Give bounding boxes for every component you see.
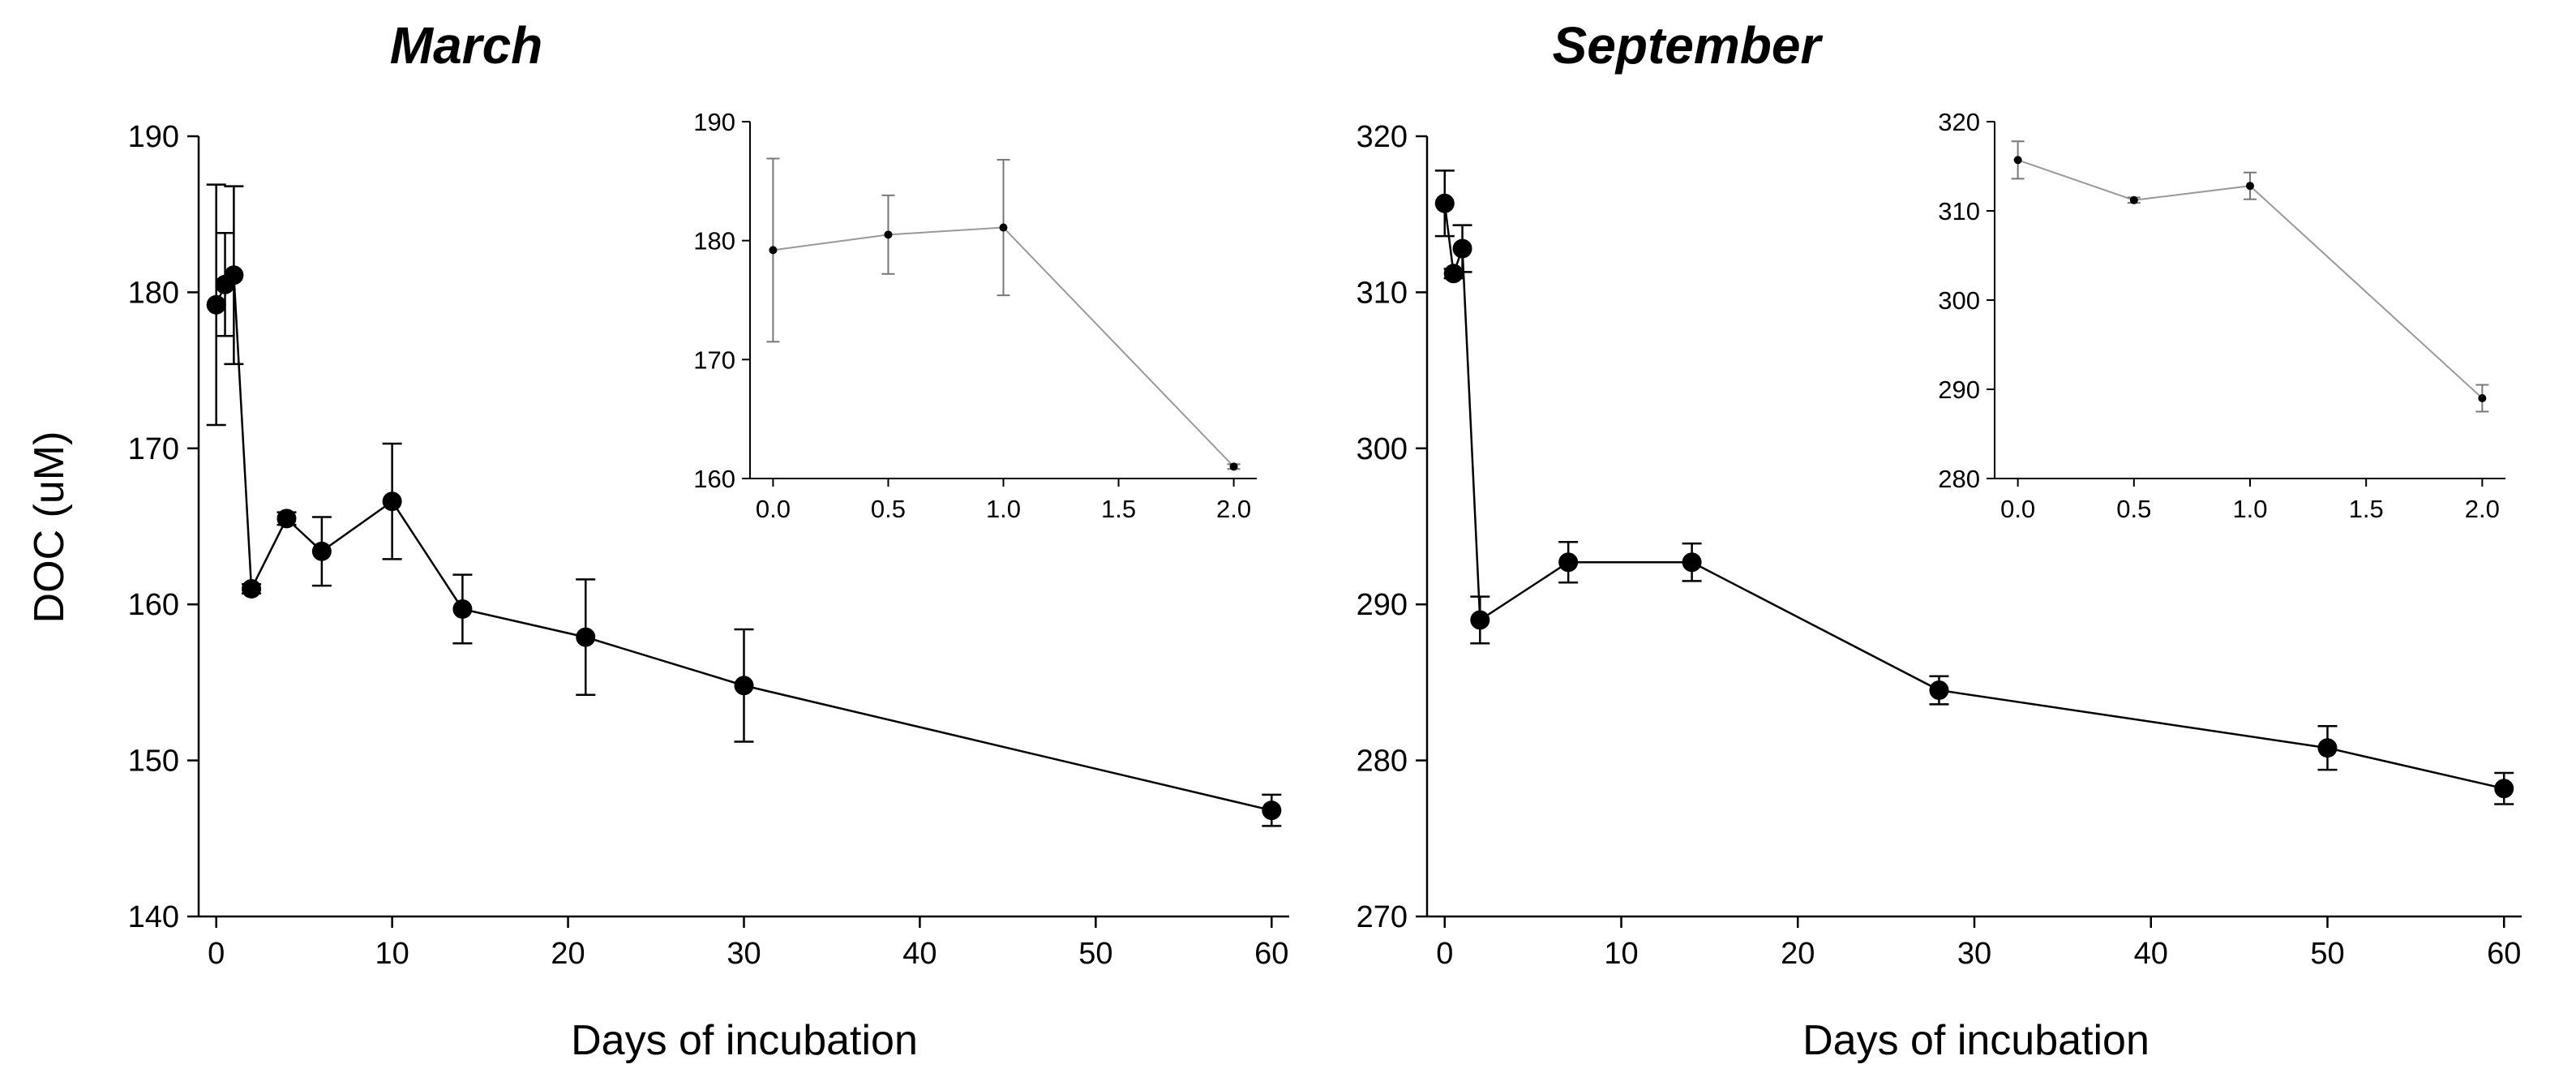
x-axis-label: Days of incubation: [1802, 1017, 2150, 1064]
inset-y-tick-label: 180: [693, 227, 735, 255]
march-panel: March 140 150 160 170 180 190 0 10 20 30 40 50 60 Days…: [26, 16, 1289, 1064]
inset-data-point: [769, 246, 778, 255]
chart-title: September: [1553, 16, 1824, 75]
data-point: [576, 627, 596, 647]
data-point: [206, 294, 226, 315]
x-tick-label: 20: [551, 937, 585, 971]
data-point: [382, 491, 402, 512]
x-axis-label: Days of incubation: [571, 1017, 918, 1064]
inset-y-tick-label: 290: [1938, 376, 1980, 404]
y-tick-label: 160: [128, 588, 179, 622]
data-point: [2494, 779, 2514, 799]
data-point: [276, 509, 297, 529]
inset-data-point: [2478, 394, 2487, 402]
x-tick-label: 10: [1604, 937, 1638, 971]
data-point: [734, 676, 754, 696]
inset-y-tick-label: 160: [693, 465, 735, 493]
inset-y-tick-label: 170: [693, 346, 735, 374]
x-tick-label: 30: [1957, 937, 1991, 971]
data-point: [1434, 193, 1455, 213]
data-point: [242, 578, 262, 599]
data-point: [1929, 680, 1949, 701]
inset-x-tick-label: 2.0: [2465, 495, 2500, 523]
data-point: [1452, 238, 1472, 259]
inset-data-point: [2246, 182, 2254, 191]
inset-y-tick-label: 320: [1938, 108, 1980, 136]
y-tick-label: 140: [128, 900, 179, 934]
y-tick-label: 180: [128, 276, 179, 310]
data-point: [1470, 610, 1490, 630]
y-tick-label: 270: [1357, 900, 1408, 934]
inset-series-line: [2017, 159, 2484, 399]
x-tick-label: 60: [1254, 937, 1288, 971]
x-tick-label: 40: [2134, 937, 2168, 971]
data-point: [1262, 800, 1282, 821]
data-point: [452, 599, 473, 619]
inset-data-point: [2129, 195, 2138, 204]
inset-x-tick-label: 0.5: [871, 495, 906, 523]
data-point: [2317, 738, 2338, 758]
inset-y-tick-label: 300: [1938, 286, 1980, 315]
x-tick-label: 30: [727, 937, 761, 971]
chart-title: March: [390, 16, 543, 75]
data-point: [311, 541, 332, 561]
y-tick-label: 280: [1357, 745, 1408, 779]
inset-data-point: [2013, 156, 2022, 165]
x-tick-label: 50: [2310, 937, 2344, 971]
x-tick-label: 40: [902, 937, 937, 971]
inset-x-tick-label: 1.5: [2349, 495, 2384, 523]
inset-data-point: [999, 223, 1008, 232]
y-tick-label: 320: [1357, 120, 1408, 154]
data-point: [1682, 552, 1702, 573]
inset-y-tick-label: 190: [693, 108, 735, 136]
y-tick-label: 300: [1357, 432, 1408, 466]
y-axis-label: DOC (uM): [26, 431, 73, 624]
x-tick-label: 0: [1436, 937, 1453, 971]
inset-x-tick-label: 0.5: [2116, 495, 2151, 523]
inset-y-tick-label: 280: [1938, 465, 1980, 493]
inset-chart: 160 170 180 190 0.0 0.5 1.0 1.5 2.0: [693, 108, 1257, 523]
inset-x-tick-label: 1.5: [1101, 495, 1136, 523]
inset-x-tick-label: 0.0: [756, 495, 791, 523]
inset-x-tick-label: 1.0: [2232, 495, 2267, 523]
data-point: [1443, 264, 1464, 284]
y-tick-label: 190: [128, 120, 179, 154]
september-panel: September 270 280 290 300 310 320 0 10 20 30 40 50 60…: [1357, 16, 2522, 1064]
inset-y-tick-label: 310: [1938, 197, 1980, 225]
inset-x-tick-label: 1.0: [986, 495, 1021, 523]
x-tick-label: 20: [1781, 937, 1815, 971]
x-tick-label: 0: [208, 937, 225, 971]
inset-chart: 280 290 300 310 320 0.0 0.5 1.0 1.5 2.0: [1938, 108, 2505, 523]
inset-data-point: [884, 230, 893, 239]
y-tick-label: 290: [1357, 588, 1408, 622]
y-tick-label: 310: [1357, 276, 1408, 310]
inset-series-line: [773, 226, 1235, 468]
data-point: [1558, 552, 1579, 573]
inset-data-point: [1229, 462, 1238, 471]
y-tick-label: 170: [128, 432, 179, 466]
inset-x-tick-label: 0.0: [2000, 495, 2035, 523]
inset-x-tick-label: 2.0: [1216, 495, 1251, 523]
data-point: [224, 265, 244, 285]
x-tick-label: 10: [375, 937, 409, 971]
y-tick-label: 150: [128, 745, 179, 779]
x-tick-label: 60: [2487, 937, 2521, 971]
x-tick-label: 50: [1078, 937, 1112, 971]
